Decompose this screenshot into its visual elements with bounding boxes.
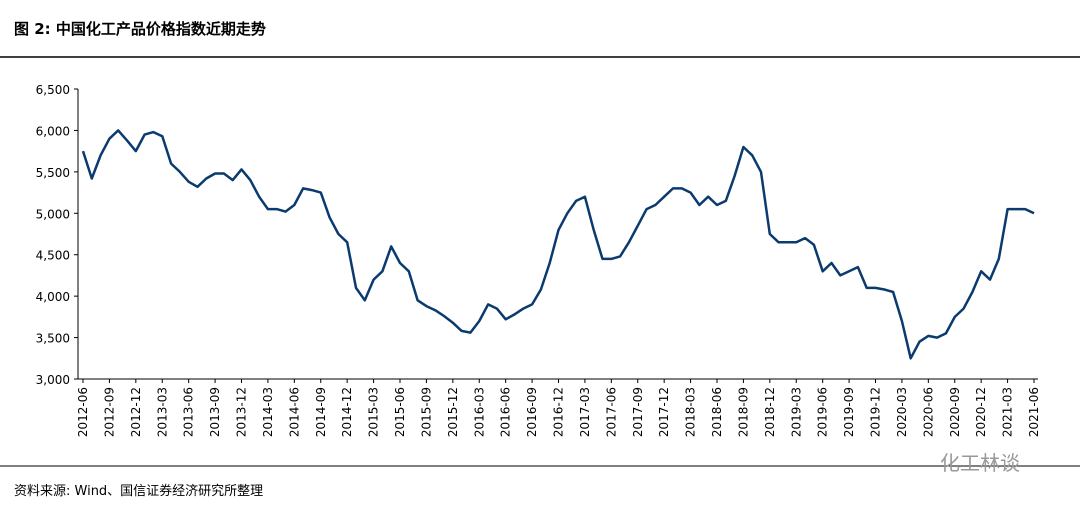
x-tick-label: 2013-03 [155,387,169,437]
x-tick-label: 2014-12 [340,387,354,437]
x-tick-label: 2016-03 [472,387,486,437]
y-tick-label: 4,000 [36,290,70,304]
x-tick-label: 2012-09 [102,387,116,437]
x-tick-label: 2014-03 [261,387,275,437]
watermark: 化工林谈 [940,451,1020,475]
y-tick-label: 5,000 [36,207,70,221]
x-tick-label: 2016-09 [525,387,539,437]
x-tick-label: 2019-03 [789,387,803,437]
x-tick-label: 2018-03 [684,387,698,437]
line-series [81,129,1035,360]
x-tick-label: 2019-09 [842,387,856,437]
x-tick-label: 2015-12 [446,387,460,437]
x-tick-label: 2018-12 [763,387,777,437]
x-tick-label: 2021-03 [1001,387,1015,437]
y-tick-label: 6,500 [36,83,70,97]
chart-title: 图 2: 中国化工产品价格指数近期走势 [14,20,266,38]
y-tick-label: 4,500 [36,249,70,263]
x-tick-label: 2021-06 [1027,387,1041,437]
x-tick-label: 2016-12 [552,387,566,437]
x-tick-label: 2017-09 [631,387,645,437]
x-tick-label: 2019-12 [869,387,883,437]
y-tick-label: 5,500 [36,166,70,180]
x-tick-label: 2014-06 [287,387,301,437]
x-tick-label: 2015-06 [393,387,407,437]
x-tick-label: 2016-06 [499,387,513,437]
x-tick-label: 2018-09 [736,387,750,437]
x-tick-label: 2017-12 [657,387,671,437]
x-tick-label: 2020-12 [974,387,988,437]
x-tick-label: 2014-09 [314,387,328,437]
y-tick-label: 3,500 [36,332,70,346]
x-tick-label: 2017-03 [578,387,592,437]
x-tick-label: 2015-03 [367,387,381,437]
x-tick-label: 2017-06 [604,387,618,437]
x-tick-label: 2013-06 [182,387,196,437]
x-tick-label: 2018-06 [710,387,724,437]
y-tick-label: 3,000 [36,373,70,387]
x-tick-label: 2013-12 [235,387,249,437]
y-tick-label: 6,000 [36,124,70,138]
x-tick-label: 2012-06 [76,387,90,437]
x-tick-label: 2020-09 [948,387,962,437]
x-tick-label: 2012-12 [129,387,143,437]
x-tick-label: 2015-09 [419,387,433,437]
x-tick-label: 2019-06 [816,387,830,437]
x-tick-label: 2013-09 [208,387,222,437]
source: 资料来源: Wind、国信证券经济研究所整理 [14,483,263,499]
x-tick-label: 2020-03 [895,387,909,437]
x-tick-label: 2020-06 [921,387,935,437]
